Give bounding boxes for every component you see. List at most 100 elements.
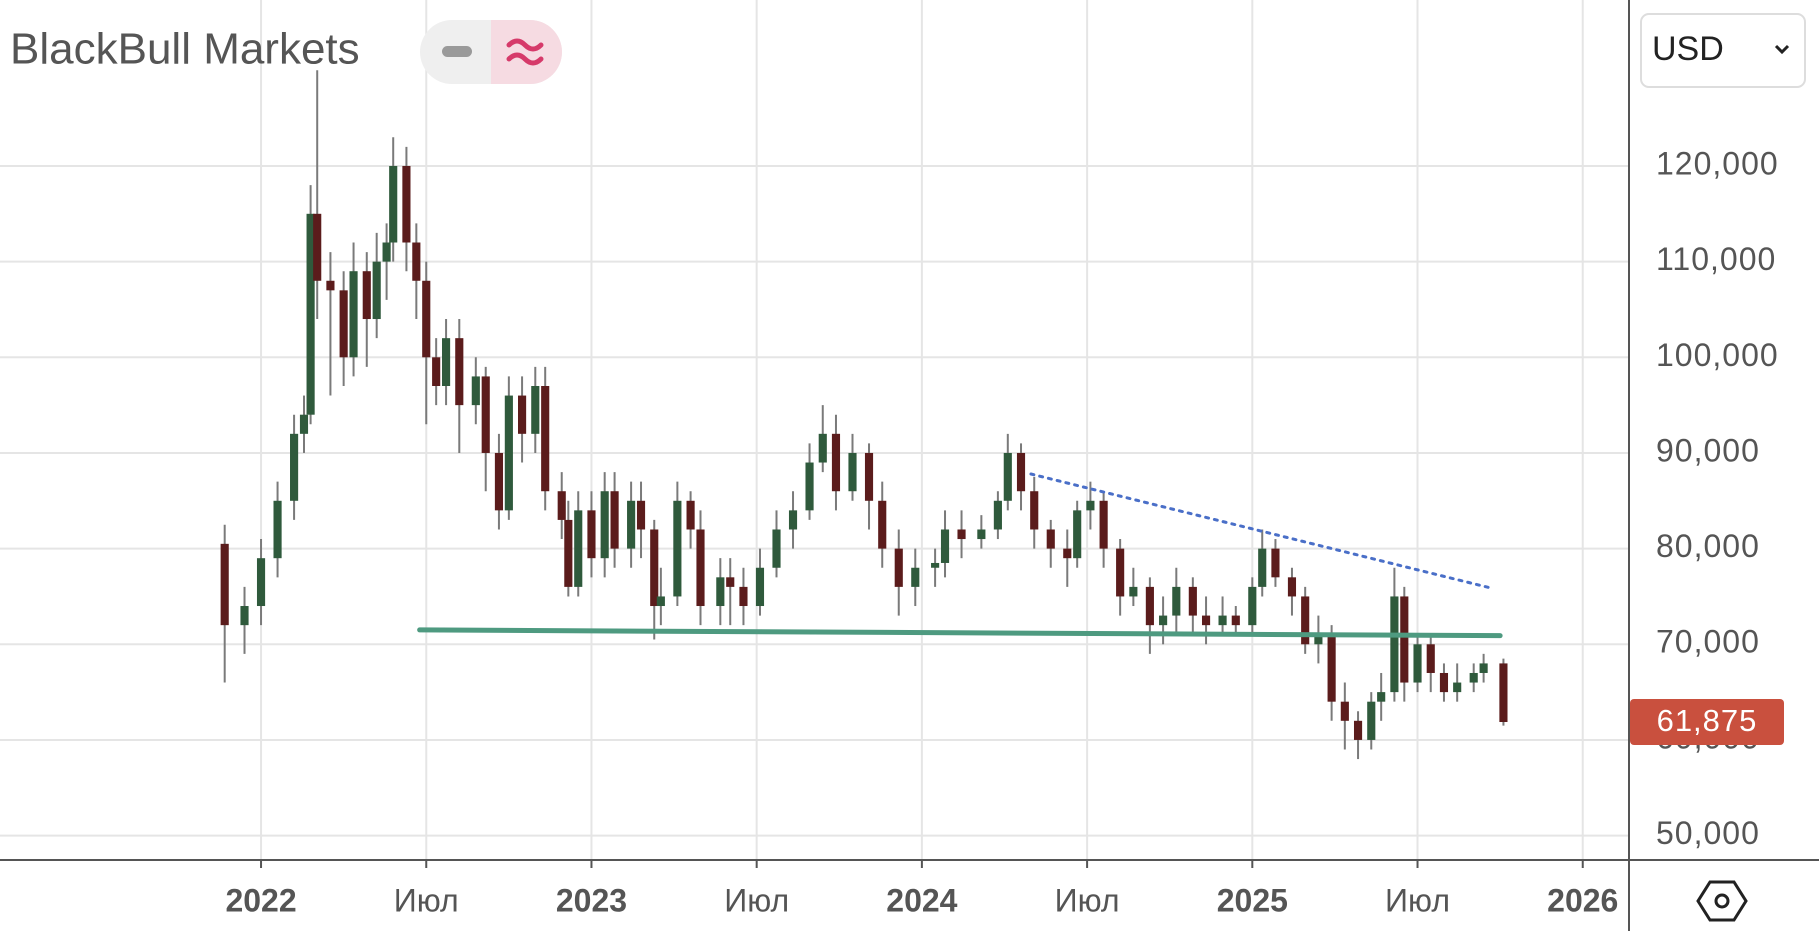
candle-body [1248,586,1257,626]
candle-body [1145,586,1154,626]
toggle-active [491,20,562,84]
grid [0,0,1629,860]
candle-body [1400,596,1409,683]
brand-title: BlackBull Markets [10,25,360,74]
candle-body [1479,663,1488,673]
candle-body [1188,586,1197,616]
chart-style-toggle[interactable] [420,20,562,84]
candle-body [455,338,464,406]
candle-body [1439,672,1449,693]
candle-body [1046,529,1055,549]
x-tick-label: Июл [1055,882,1120,918]
candle-body [382,242,391,262]
candle-body [1231,615,1240,626]
hexagon-icon[interactable] [1696,880,1748,922]
candle-body [299,414,309,434]
candle-body [636,500,646,530]
y-tick-label: 100,000 [1656,337,1779,373]
candle-body [339,290,348,358]
last-price-label: 61,875 [1657,703,1758,738]
candle-body [362,271,371,320]
y-tick-label: 110,000 [1656,241,1776,277]
candle-body [349,271,358,358]
candle-body [1218,615,1227,626]
candle-body [564,519,573,587]
candle-body [1377,692,1386,702]
candle-body [1258,548,1267,587]
candle-body [1314,634,1323,645]
candle-body [557,491,566,520]
candle-body [1172,586,1181,616]
candle-body [940,529,950,563]
candle-body [686,500,695,530]
candle-body [504,395,513,511]
candle-body [1340,701,1349,721]
currency-select[interactable]: USD [1640,13,1806,88]
candle-body [432,357,441,386]
candle-body [739,586,748,607]
candle-body [1063,548,1072,559]
candle-body [610,491,619,549]
candle-body [518,395,527,434]
candle-body [313,213,322,281]
candle-body [772,529,781,568]
line-style-icon[interactable] [442,46,472,57]
candle-body [1426,644,1435,673]
last-price-badge [1630,699,1784,746]
candle-body [372,261,381,320]
candle-body [574,510,583,587]
area-style-icon[interactable] [506,38,544,66]
candle-body [788,510,798,530]
candle-body [1367,701,1376,740]
x-tick-label: 2022 [225,882,296,918]
currency-label: USD [1652,30,1724,68]
candle-body [1016,452,1026,492]
candle-body [1073,510,1082,559]
x-tick-label: 2024 [886,882,957,918]
candle-body [1301,596,1310,645]
candle-body [957,529,966,540]
candle-body [412,242,421,281]
plot-area [0,0,1629,860]
candle-body [931,562,940,568]
candle-body [442,338,451,386]
candle-body [1159,615,1168,626]
candle-body [240,606,249,626]
candle-body [878,500,887,549]
candle-body [1499,663,1508,723]
candle-body [1271,548,1280,578]
candle-body [1003,452,1012,501]
candle-body [290,433,299,501]
candle-body [650,529,659,607]
candle-body [1469,672,1478,683]
trendline [1029,472,1492,590]
candle-body [977,529,986,540]
y-tick-label: 120,000 [1656,145,1779,181]
settings-button[interactable] [1696,880,1748,922]
candle-body [1453,682,1462,693]
x-tick-label: 2026 [1547,882,1618,918]
candle-body [656,596,665,607]
candle-body [818,433,827,463]
hexagon-dot [1714,893,1730,909]
candle-body [389,165,398,243]
candle-body [726,577,735,587]
candle-body [696,529,705,607]
candle-body [1353,720,1363,740]
candle-body [1201,615,1211,626]
candle-body [805,462,814,511]
candle-body [993,500,1002,530]
candle-body [673,500,682,597]
candles [220,70,1508,760]
candle-body [1287,577,1297,597]
candle-body [831,433,841,492]
x-tick-label: Июл [394,882,459,918]
y-tick-label: 50,000 [1656,815,1760,851]
dropdown-arrow [1774,44,1790,55]
select-box[interactable] [1640,13,1806,88]
trendline [417,627,1503,639]
x-tick-label: 2023 [556,882,627,918]
candle-body [1030,491,1039,530]
candle-body [531,385,540,434]
